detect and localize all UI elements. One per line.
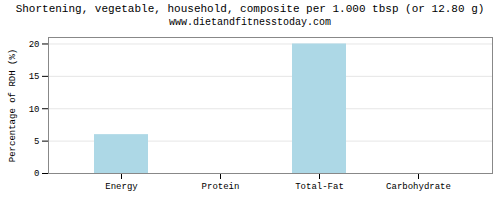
svg-text:Protein: Protein: [202, 182, 240, 192]
svg-text:Total-Fat: Total-Fat: [295, 182, 344, 192]
svg-text:Carbohydrate: Carbohydrate: [386, 182, 451, 192]
svg-text:5: 5: [34, 137, 39, 147]
html-text:Shortening, vegetable, househo: Shortening, vegetable, household, compos…: [15, 3, 485, 15]
svg-text:Energy: Energy: [105, 182, 138, 192]
svg-text:0: 0: [34, 169, 39, 179]
svg-text:Percentage of RDH (%): Percentage of RDH (%): [8, 49, 18, 162]
html-text:www.dietandfitnesstoday.com: www.dietandfitnesstoday.com: [169, 17, 331, 28]
svg-text:10: 10: [29, 105, 40, 115]
svg-text:20: 20: [29, 40, 40, 50]
svg-text:15: 15: [29, 72, 40, 82]
